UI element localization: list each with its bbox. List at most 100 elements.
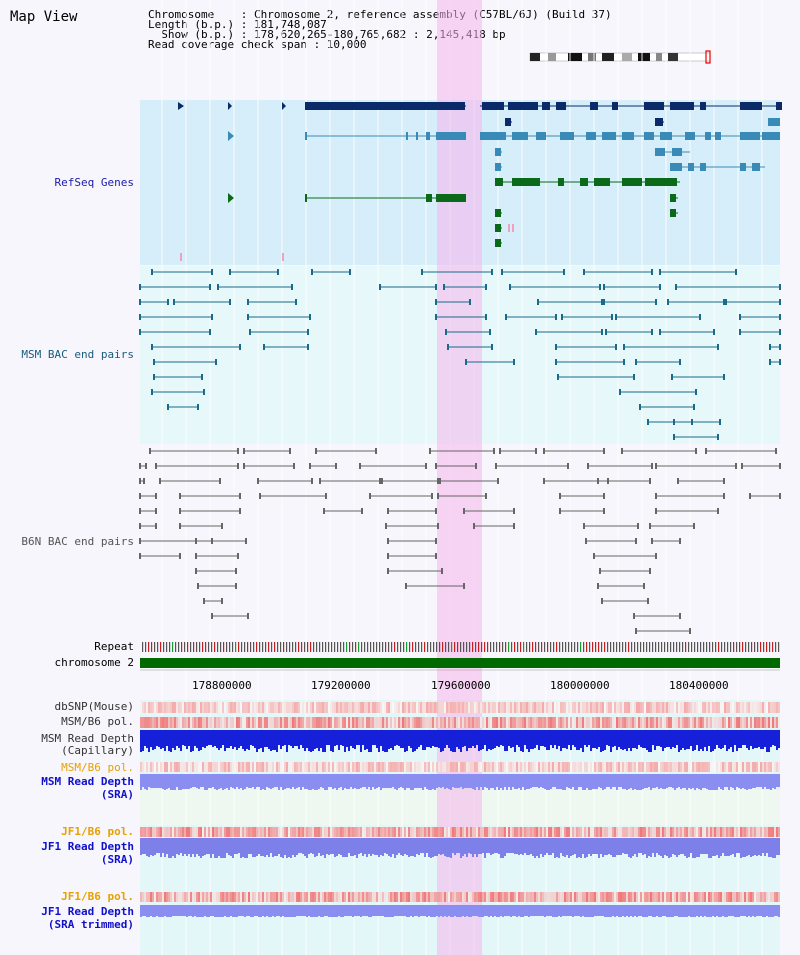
depth-bar [222, 774, 224, 790]
dbsnp-label[interactable]: dbSNP(Mouse) [54, 700, 134, 713]
heat-cell [454, 762, 456, 772]
dbsnp-track[interactable] [140, 702, 780, 713]
depth-bar [740, 838, 742, 858]
depth-bar [260, 774, 262, 790]
bac-end [717, 434, 719, 440]
jf1-b6-pol2-label[interactable]: JF1/B6 pol. [61, 890, 134, 903]
jf1-depth-sra-track[interactable] [140, 838, 780, 858]
heat-cell [628, 717, 630, 728]
depth-bar [614, 730, 616, 746]
heat-cell [340, 827, 342, 837]
chromosome-ideogram[interactable] [529, 50, 711, 64]
depth-bar [612, 730, 614, 747]
b6n-bac-label[interactable]: B6N BAC end pairs [21, 535, 134, 548]
heat-cell [290, 827, 292, 837]
bac-end [597, 478, 599, 484]
heat-cell [754, 702, 756, 713]
bac-end [441, 568, 443, 574]
jf1-depth-sra-label-1[interactable]: JF1 Read Depth [41, 840, 134, 853]
refseq-genes-track[interactable] [140, 100, 782, 265]
bac-end [601, 299, 603, 305]
depth-bar [684, 730, 686, 750]
depth-bar [612, 838, 614, 857]
bac-end [599, 568, 601, 574]
heat-cell [360, 717, 362, 728]
jf1-depth-trim-label-1[interactable]: JF1 Read Depth [41, 905, 134, 918]
msm-depth-capillary-track[interactable] [140, 730, 780, 752]
depth-bar [454, 905, 456, 916]
depth-bar [658, 730, 660, 746]
chromosome-label[interactable]: chromosome 2 [54, 656, 134, 669]
depth-bar [146, 730, 148, 748]
heat-cell [452, 717, 454, 728]
heat-cell [532, 892, 534, 902]
msm-bac-track[interactable] [139, 266, 781, 444]
depth-bar [534, 730, 536, 748]
heat-cell [406, 892, 408, 902]
heat-cell [216, 717, 218, 728]
depth-bar [276, 730, 278, 752]
depth-bar [334, 905, 336, 917]
b6n-bac-track[interactable] [139, 445, 781, 638]
heat-cell [658, 892, 660, 902]
depth-bar [414, 730, 416, 751]
repeat-element [694, 642, 696, 652]
heat-cell [454, 717, 456, 728]
depth-bar [432, 730, 434, 746]
msm-bac-label[interactable]: MSM BAC end pairs [21, 348, 134, 361]
jf1-depth-trim-track[interactable] [140, 905, 780, 917]
depth-bar [650, 905, 652, 916]
depth-bar [640, 838, 642, 853]
depth-bar [302, 838, 304, 854]
heat-cell [750, 892, 752, 902]
chromosome-bar[interactable] [140, 657, 780, 669]
depth-bar [418, 838, 420, 855]
msm-b6-pol2-label[interactable]: MSM/B6 pol. [61, 761, 134, 774]
msm-depth-sra-label-1[interactable]: MSM Read Depth [41, 775, 134, 788]
heat-cell [712, 702, 714, 713]
depth-bar [662, 838, 664, 858]
heat-cell [596, 702, 598, 713]
refseq-label[interactable]: RefSeq Genes [54, 176, 134, 189]
depth-bar [756, 774, 758, 787]
depth-bar [200, 730, 202, 750]
heat-cell [198, 827, 200, 837]
bac-end [651, 269, 653, 275]
depth-bar [484, 730, 486, 745]
depth-bar [688, 774, 690, 788]
depth-bar [268, 905, 270, 917]
msm-b6-pol-track[interactable] [140, 717, 780, 728]
bac-end [139, 508, 141, 514]
heat-cell [214, 762, 216, 772]
repeat-element [298, 642, 300, 652]
heat-cell [718, 892, 720, 902]
depth-bar [718, 774, 720, 787]
heat-cell [772, 762, 774, 772]
jf1-b6-pol-label[interactable]: JF1/B6 pol. [61, 825, 134, 838]
heat-cell [768, 762, 770, 772]
msm-b6-pol2-track[interactable] [140, 762, 780, 772]
heat-cell [644, 892, 646, 902]
depth-bar [296, 905, 298, 916]
heat-cell [336, 827, 338, 837]
depth-bar [694, 774, 696, 790]
heat-cell [368, 762, 370, 772]
heat-cell [360, 762, 362, 772]
heat-cell [324, 717, 326, 728]
bac-end [247, 613, 249, 619]
repeat-track[interactable] [140, 641, 780, 653]
msm-depth-sra-track[interactable] [140, 774, 780, 790]
repeat-label[interactable]: Repeat [94, 640, 134, 653]
heat-cell [306, 827, 308, 837]
depth-bar [340, 774, 342, 787]
msm-depth-cap-label-1[interactable]: MSM Read Depth [41, 732, 134, 745]
heat-cell [242, 717, 244, 728]
depth-bar [608, 730, 610, 746]
bac-end [779, 359, 781, 365]
depth-bar [326, 774, 328, 790]
repeat-element [778, 642, 780, 652]
bac-end [247, 299, 249, 305]
msm-b6-pol-label[interactable]: MSM/B6 pol. [61, 715, 134, 728]
jf1-b6-pol-track[interactable] [140, 827, 780, 837]
jf1-b6-pol2-track[interactable] [140, 892, 780, 902]
